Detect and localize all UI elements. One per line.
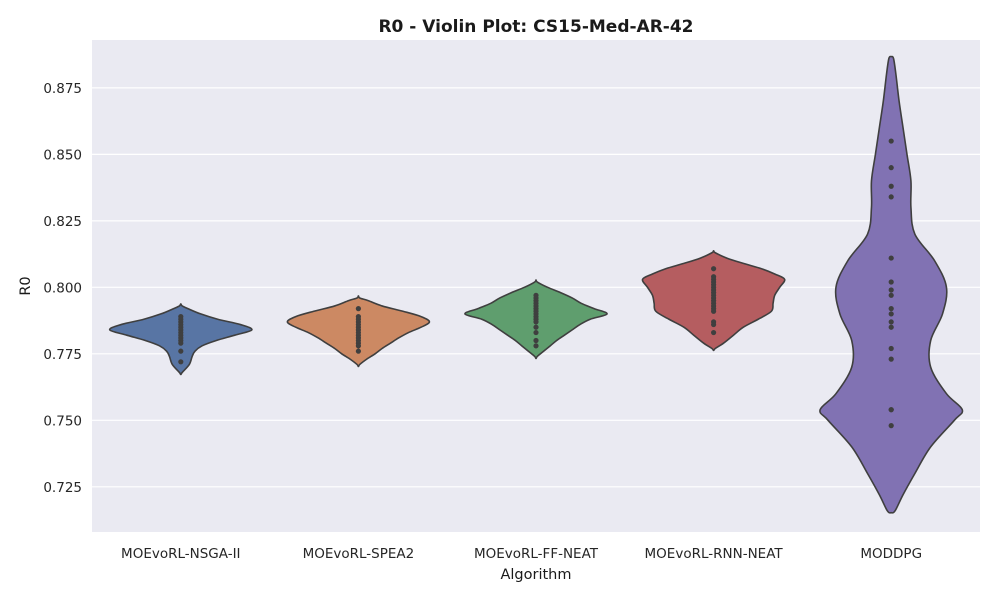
data-point — [888, 138, 894, 144]
data-point — [888, 306, 894, 312]
data-point — [355, 343, 361, 349]
y-tick-label: 0.800 — [43, 280, 82, 296]
y-tick-label: 0.725 — [43, 480, 82, 496]
data-point — [888, 255, 894, 261]
data-point — [888, 165, 894, 171]
x-tick-label: MOEvoRL-FF-NEAT — [474, 546, 599, 562]
y-tick-label: 0.850 — [43, 147, 82, 163]
data-point — [888, 345, 894, 352]
chart-title: R0 - Violin Plot: CS15-Med-AR-42 — [378, 17, 693, 37]
data-point — [888, 324, 894, 330]
y-tick-label: 0.875 — [43, 81, 82, 97]
y-tick-label: 0.825 — [43, 214, 82, 230]
violin-MODDPG — [819, 55, 964, 514]
y-axis-ticks: 0.725 0.750 0.775 0.800 0.825 0.850 0.875 — [43, 81, 82, 496]
data-point — [178, 348, 184, 354]
data-point — [178, 359, 184, 365]
x-tick-label: MOEvoRL-NSGA-II — [121, 546, 241, 562]
y-tick-label: 0.775 — [43, 347, 82, 363]
data-point — [888, 407, 894, 413]
data-point — [711, 329, 717, 336]
data-point — [178, 340, 184, 346]
data-point — [888, 183, 894, 189]
data-point — [711, 321, 717, 328]
x-axis-ticks: MOEvoRL-NSGA-II MOEvoRL-SPEA2 MOEvoRL-FF-N… — [121, 546, 922, 562]
data-point — [533, 319, 539, 325]
x-axis-label: Algorithm — [500, 567, 571, 583]
data-point — [711, 308, 717, 314]
data-point — [888, 287, 894, 293]
x-tick-label: MODDPG — [860, 546, 922, 562]
data-point — [888, 279, 894, 285]
data-point — [711, 266, 717, 272]
x-tick-label: MOEvoRL-RNN-NEAT — [645, 546, 784, 562]
data-point — [888, 292, 894, 298]
data-point — [888, 423, 894, 429]
data-point — [533, 337, 539, 344]
y-tick-label: 0.750 — [43, 413, 82, 429]
data-point — [533, 324, 539, 330]
data-point — [355, 306, 361, 312]
y-axis-label: R0 — [18, 276, 34, 295]
data-point — [888, 311, 894, 317]
data-point — [888, 319, 894, 325]
data-point — [355, 348, 361, 354]
data-point — [888, 194, 894, 200]
data-point — [888, 356, 894, 362]
x-tick-label: MOEvoRL-SPEA2 — [303, 546, 415, 562]
violins — [108, 55, 964, 514]
data-point — [533, 343, 539, 349]
data-point — [533, 329, 539, 336]
